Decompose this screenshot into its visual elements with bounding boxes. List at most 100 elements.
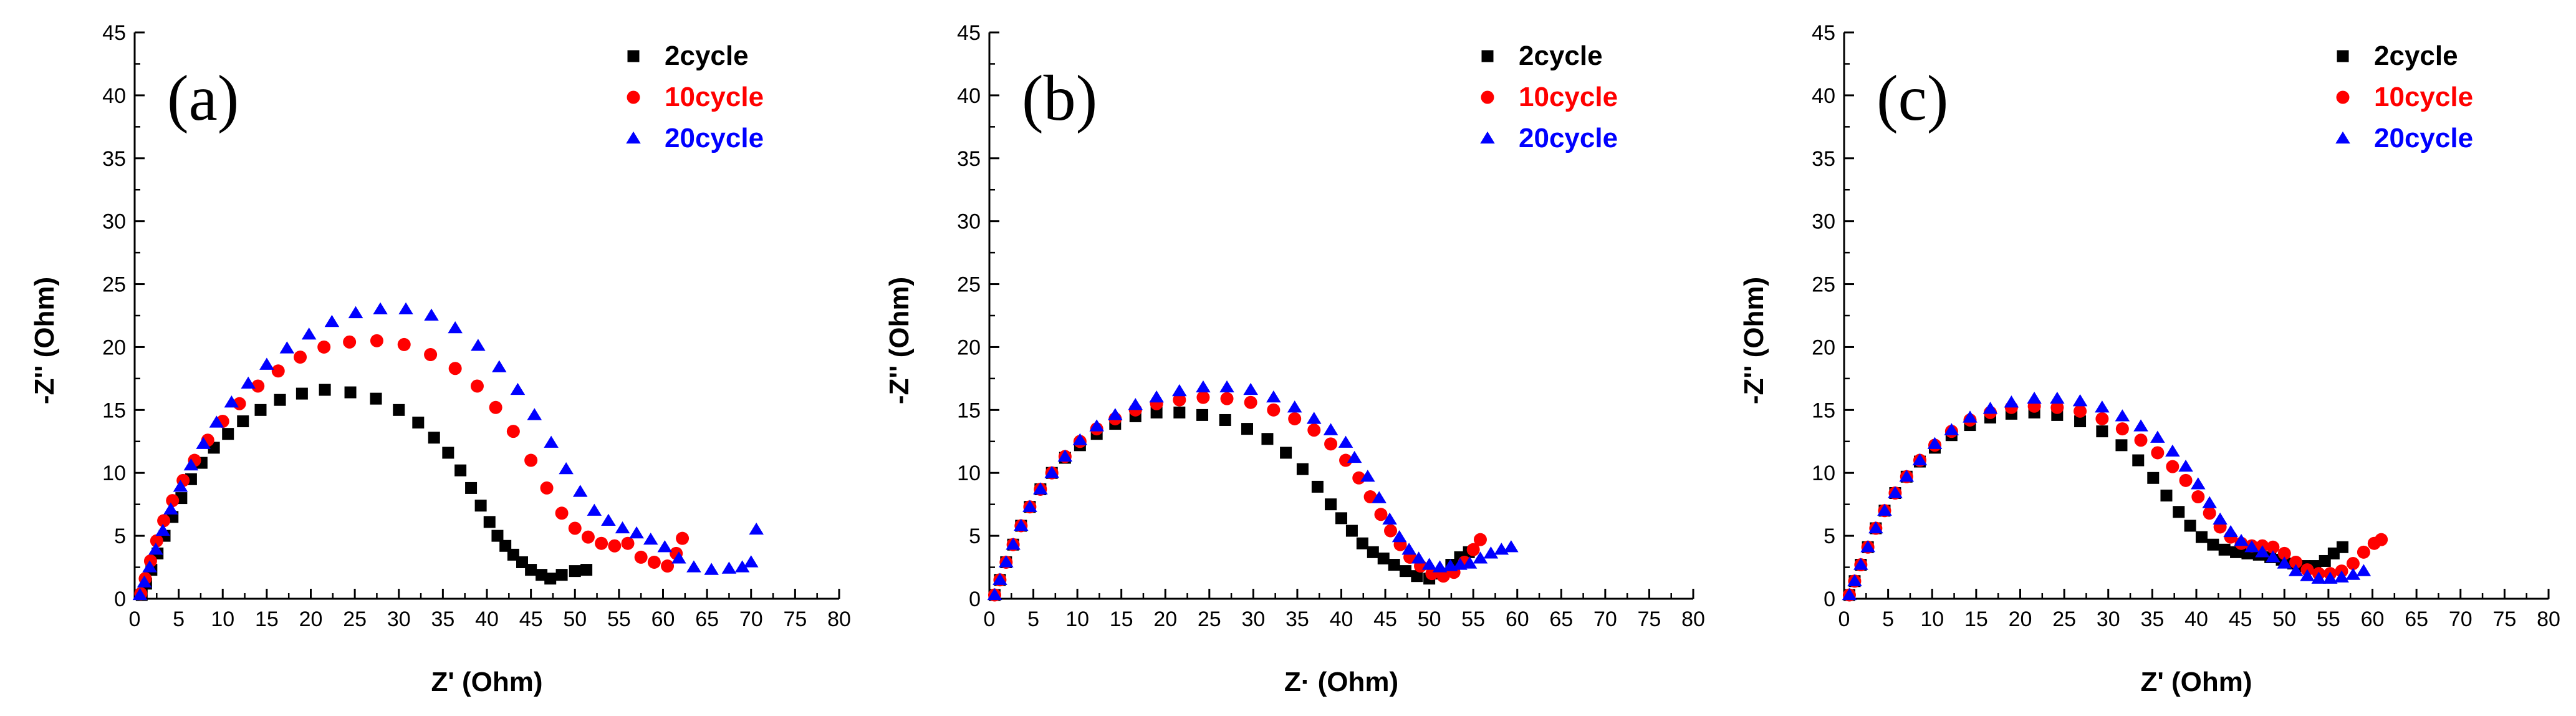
data-point-10cycle [2074, 404, 2087, 418]
data-point-20cycle [2234, 533, 2249, 546]
legend-marker-10cycle [627, 90, 640, 104]
data-point-20cycle [224, 395, 239, 408]
data-point-2cycle [1335, 512, 1347, 525]
x-tick-label: 75 [783, 607, 807, 631]
y-tick-label: 30 [102, 210, 126, 234]
data-point-10cycle [1339, 453, 1353, 467]
data-point-2cycle [412, 417, 425, 429]
data-point-20cycle [173, 480, 188, 492]
x-axis-title: Z' (Ohm) [431, 667, 542, 697]
x-tick-label: 75 [1638, 607, 1661, 631]
data-point-20cycle [1243, 382, 1258, 395]
y-tick-label: 40 [957, 84, 981, 108]
data-point-10cycle [555, 506, 569, 520]
y-tick-label: 25 [1812, 273, 1835, 297]
data-point-20cycle [1382, 512, 1397, 525]
data-point-10cycle [166, 494, 180, 508]
data-point-10cycle [448, 362, 462, 375]
data-point-10cycle [397, 337, 411, 351]
y-tick-label: 0 [1824, 588, 1835, 611]
data-point-2cycle [222, 428, 234, 440]
data-point-10cycle [1473, 533, 1487, 546]
data-point-10cycle [676, 531, 690, 545]
data-point-10cycle [634, 550, 648, 564]
data-point-2cycle [1241, 423, 1253, 435]
data-point-20cycle [1411, 551, 1426, 564]
data-point-20cycle [2095, 400, 2110, 413]
x-tick-label: 35 [1286, 607, 1309, 631]
data-point-20cycle [734, 560, 750, 573]
data-point-20cycle [1033, 482, 1048, 495]
y-tick-label: 15 [1812, 399, 1835, 422]
data-point-20cycle [1982, 402, 1998, 414]
data-point-10cycle [1466, 543, 1480, 556]
data-point-20cycle [2150, 430, 2165, 443]
data-point-2cycle [2336, 541, 2348, 553]
x-axis-title: Z· (Ohm) [1284, 667, 1398, 697]
data-point-20cycle [1391, 530, 1407, 543]
data-point-20cycle [1483, 546, 1499, 559]
y-tick-label: 15 [957, 399, 981, 422]
data-point-20cycle [1842, 588, 1857, 601]
legend-marker-2cycle [1481, 50, 1494, 62]
data-point-2cycle [1219, 414, 1231, 426]
panel-a: 0 5 10 15 20 25 30 35 40 45 50 55 60 65 70 75 80 0 5 10 15 20… [29, 21, 851, 697]
data-point-2cycle [2147, 472, 2160, 484]
data-point-20cycle [2288, 564, 2304, 576]
data-point-20cycle [2334, 570, 2349, 583]
panel-b: 0 5 10 15 20 25 30 35 40 45 50 55 60 65 70 75 80 0 5 10 15 20… [884, 21, 1705, 697]
data-point-2cycle [1196, 409, 1209, 421]
x-tick-label: 45 [1373, 607, 1397, 631]
legend: 2cycle 10cycle 20cycle [2335, 41, 2473, 153]
data-point-10cycle [2277, 546, 2291, 560]
data-point-20cycle [2165, 444, 2180, 457]
x-tick-label: 60 [651, 607, 675, 631]
data-point-2cycle [525, 564, 537, 576]
legend-label-10cycle: 10cycle [665, 82, 764, 112]
data-point-20cycle [1847, 574, 1862, 586]
data-point-2cycle [474, 500, 487, 512]
y-tick-label: 45 [1812, 21, 1835, 45]
data-point-2cycle [2195, 531, 2208, 543]
data-point-20cycle [1432, 560, 1448, 573]
data-point-20cycle [2050, 391, 2065, 404]
data-point-10cycle [343, 335, 357, 349]
data-point-20cycle [241, 376, 256, 389]
legend-marker-2cycle [2337, 50, 2349, 62]
data-point-2cycle [1325, 498, 1337, 511]
data-point-20cycle [1868, 521, 1883, 534]
data-point-20cycle [1014, 518, 1029, 531]
data-point-20cycle [510, 382, 526, 395]
data-point-20cycle [1196, 380, 1211, 393]
data-point-20cycle [1149, 390, 1164, 403]
data-point-10cycle [1374, 508, 1388, 521]
y-tick-label: 30 [957, 210, 981, 234]
data-point-20cycle [2244, 540, 2259, 553]
data-point-10cycle [1307, 423, 1321, 437]
data-point-10cycle [2179, 473, 2193, 487]
data-point-10cycle [506, 425, 520, 438]
legend: 2cycle 10cycle 20cycle [1480, 41, 1618, 153]
x-tick-label: 60 [2361, 607, 2385, 631]
data-point-20cycle [643, 532, 658, 545]
data-point-10cycle [540, 481, 554, 495]
x-tick-label: 45 [2229, 607, 2252, 631]
data-point-10cycle [2266, 540, 2280, 554]
legend-label-10cycle: 10cycle [2374, 82, 2473, 112]
data-point-20cycle [491, 360, 507, 372]
data-point-2cycle [2132, 454, 2145, 467]
data-point-20cycle [1006, 538, 1021, 550]
data-point-20cycle [2191, 477, 2206, 490]
data-point-2cycle [1400, 565, 1412, 578]
y-tick-label: 20 [1812, 336, 1835, 359]
x-tick-label: 15 [255, 607, 279, 631]
data-point-20cycle [148, 543, 163, 555]
data-point-20cycle [1853, 558, 1868, 570]
x-tick-label: 5 [1027, 607, 1039, 631]
x-tick-label: 50 [2272, 607, 2296, 631]
data-point-10cycle [424, 348, 438, 362]
x-tick-label: 10 [1065, 607, 1089, 631]
data-point-20cycle [1462, 556, 1478, 569]
x-tick-label: 35 [2140, 607, 2164, 631]
data-point-20cycle [2356, 564, 2372, 576]
